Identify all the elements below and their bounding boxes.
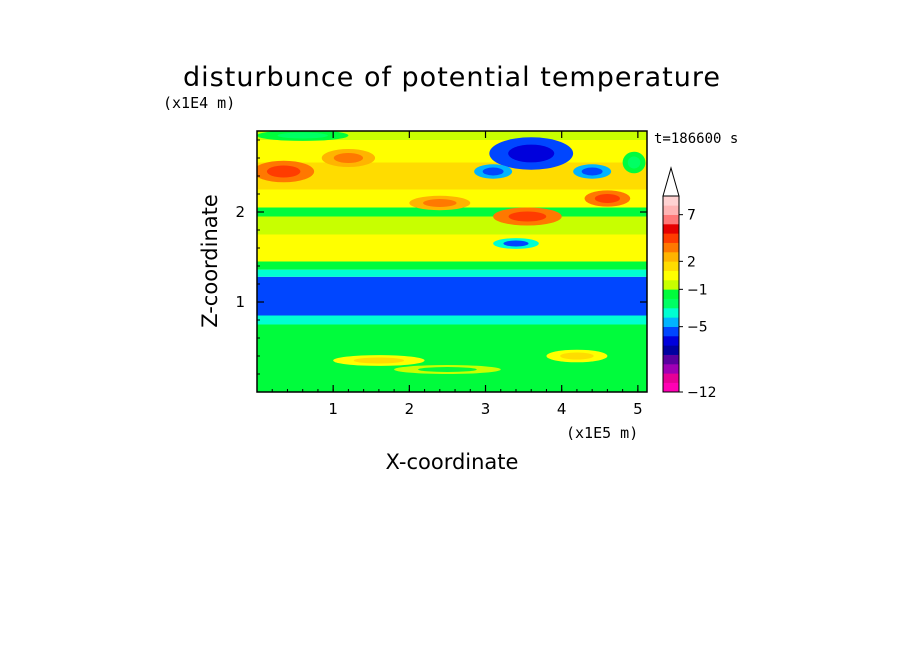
colorbar-cell — [663, 261, 679, 271]
contour-band — [257, 207, 647, 217]
colorbar-cell — [663, 308, 679, 318]
contour-feature-core — [560, 352, 594, 360]
x-tick-label: 5 — [633, 400, 643, 418]
y-tick-label: 1 — [235, 293, 245, 311]
colorbar-cell — [663, 364, 679, 374]
colorbar-cell — [663, 252, 679, 262]
colorbar-cell — [663, 205, 679, 215]
colorbar-tick-label: −12 — [687, 385, 717, 401]
contour-band — [257, 261, 647, 270]
x-axis: 1 2 3 4 5 — [271, 131, 643, 418]
contour-band — [257, 269, 647, 277]
chart-title: disturbunce of potential temperature — [183, 62, 721, 93]
contour-band — [257, 216, 647, 235]
plot-frame — [256, 130, 648, 393]
colorbar-cell — [663, 242, 679, 253]
x-tick-label: 3 — [481, 400, 491, 418]
colorbar-cell — [663, 317, 679, 327]
contour-band — [257, 276, 647, 316]
y-axis: 12 — [235, 139, 647, 375]
contour-feature-core — [353, 357, 405, 364]
colorbar-cell — [663, 196, 679, 206]
contour-band — [257, 140, 647, 163]
y-axis-label: Z-coordinate — [198, 194, 222, 328]
contour-feature-core — [508, 144, 555, 163]
x-tick-label: 2 — [405, 400, 415, 418]
contour-feature-core — [277, 132, 328, 139]
colorbar-cell — [663, 298, 679, 309]
colorbar-tick-label: −1 — [687, 282, 708, 298]
contour-band — [257, 365, 647, 383]
contour-feature-core — [594, 194, 620, 203]
colorbar-frame — [662, 195, 680, 393]
colorbar-cell — [663, 354, 679, 365]
colorbar-cell — [663, 289, 679, 299]
colorbar-cell — [663, 233, 679, 243]
colorbar-cell — [663, 280, 679, 290]
colorbar-tick-label: −5 — [687, 320, 708, 336]
colorbar-cell — [663, 224, 679, 234]
x-unit-label: (x1E5 m) — [566, 424, 638, 442]
contour-feature-core — [266, 165, 301, 178]
contour-feature-core — [503, 240, 529, 247]
contour-band — [257, 234, 647, 244]
colorbar-tick-label: 7 — [687, 208, 696, 224]
x-tick-label: 1 — [328, 400, 338, 418]
colorbar-cell — [663, 382, 679, 393]
contour-feature-core — [581, 167, 603, 176]
y-unit-label: (x1E4 m) — [163, 94, 235, 112]
contour-band — [257, 324, 647, 347]
time-label: t=186600 s — [654, 131, 738, 147]
contour-band — [257, 131, 647, 140]
contour-field — [257, 131, 647, 392]
x-tick-label: 4 — [557, 400, 567, 418]
contour-feature-core — [333, 153, 364, 163]
colorbar-cell — [663, 270, 679, 281]
colorbar-extend-arrow — [662, 166, 680, 197]
contour-feature-core — [508, 211, 547, 222]
contour-feature-core — [627, 156, 641, 169]
colorbar-cell — [663, 345, 679, 355]
colorbar-cell — [663, 214, 679, 225]
contour-band — [257, 383, 647, 392]
contour-band — [257, 315, 647, 325]
contour-feature-core — [482, 167, 504, 176]
colorbar: −12−5−127 — [662, 166, 717, 401]
colorbar-cell — [663, 336, 679, 346]
x-axis-label: X-coordinate — [386, 450, 519, 474]
colorbar-cell — [663, 373, 679, 383]
colorbar-tick-label: 2 — [687, 254, 696, 270]
colorbar-cell — [663, 326, 679, 337]
contour-feature-core — [423, 199, 457, 207]
contour-band — [257, 243, 647, 262]
y-tick-label: 2 — [235, 203, 245, 221]
contour-feature-core — [418, 367, 477, 372]
